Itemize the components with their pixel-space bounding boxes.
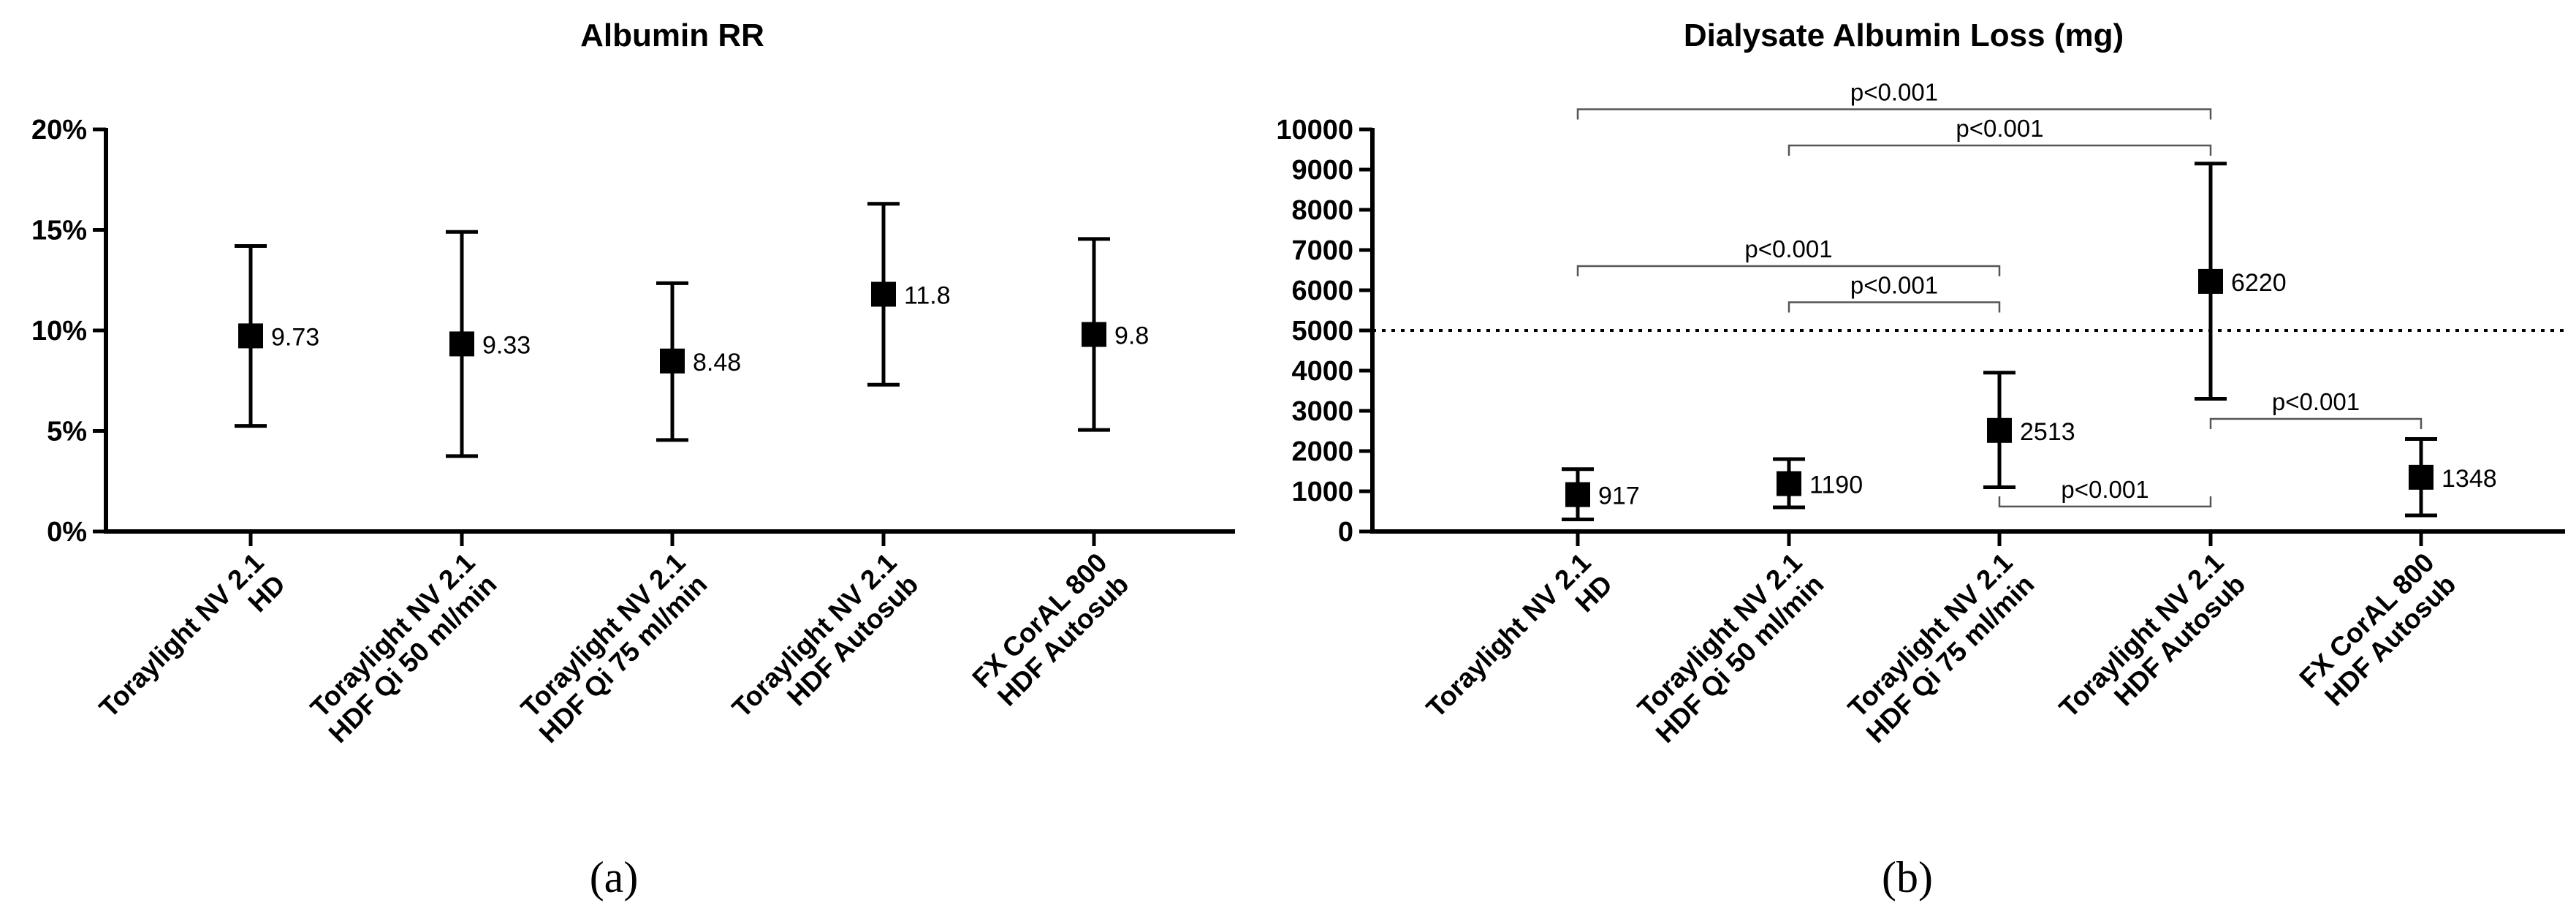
- y-tick-label: 5000: [1291, 316, 1353, 347]
- significance-bracket: [1576, 265, 2001, 276]
- data-value-label: 11.8: [904, 282, 951, 310]
- x-category-label: Toraylight NV 2.1HDF Qi 50 ml/min: [1628, 548, 1829, 749]
- p-value-label: p<0.001: [1850, 79, 1938, 106]
- significance-bracket: [1787, 301, 2001, 313]
- x-category-label: Toraylight NV 2.1HDF Qi 75 ml/min: [1839, 548, 2040, 749]
- y-tick-label: 20%: [31, 115, 87, 145]
- data-value-label: 9.73: [271, 323, 319, 351]
- marks-b: 917 1190 2513 6220 1348: [1562, 162, 2497, 521]
- x-category-label: Toraylight NV 2.1HD: [94, 548, 291, 745]
- y-tick-label: 2000: [1291, 436, 1353, 467]
- comparison-brackets-b: p<0.001 p<0.001 p<0.001 p<0.001 p<0.001 p<0.0…: [1576, 79, 2423, 508]
- panel-label-b: (b): [1882, 853, 1933, 901]
- significance-bracket: [1576, 108, 2212, 120]
- significance-bracket: [1998, 496, 2212, 508]
- data-value-label: 917: [1598, 482, 1640, 510]
- x-category-label: Toraylight NV 2.1HD: [1421, 548, 1618, 745]
- data-point-marker: [1777, 471, 1801, 496]
- significance-bracket: [1787, 144, 2212, 156]
- data-point-marker: [1987, 417, 2012, 443]
- x-category-label: Toraylight NV 2.1HDF Autosub: [2053, 548, 2251, 745]
- x-category-label: FX CorAL 800HDF Autosub: [2294, 548, 2462, 716]
- data-value-label: 9.8: [1114, 322, 1149, 350]
- data-value-label: 1348: [2442, 465, 2497, 493]
- data-point-marker: [2409, 464, 2433, 490]
- y-tick-label: 0%: [47, 517, 87, 548]
- y-tick-label: 10000: [1276, 115, 1353, 145]
- p-value-label: p<0.001: [1850, 272, 1938, 299]
- panel-a-albumin-rr: Albumin RR (a) 0% 5% 10% 15% 20% Toraylight N…: [31, 18, 1235, 901]
- y-tick-label: 5%: [47, 417, 87, 447]
- y-tick-label: 3000: [1291, 396, 1353, 427]
- data-value-label: 9.33: [482, 331, 531, 359]
- x-category-label: Toraylight NV 2.1HDF Autosub: [726, 548, 924, 745]
- axes-b: 0 1000 2000 3000 4000 5000 6000 7000 8000 9000 100…: [1276, 115, 2565, 749]
- data-value-label: 8.48: [693, 349, 741, 376]
- data-point-marker: [449, 331, 474, 357]
- marks-a: 9.73 9.33 8.48 11.8 9.8: [235, 202, 1149, 458]
- chart-title-albumin-loss: Dialysate Albumin Loss (mg): [1684, 18, 2124, 53]
- p-value-label: p<0.001: [2272, 388, 2360, 415]
- significance-bracket: [2209, 417, 2423, 429]
- x-category-label: Toraylight NV 2.1HDF Qi 50 ml/min: [301, 548, 502, 749]
- data-point-marker: [1565, 482, 1590, 507]
- y-tick-label: 15%: [31, 216, 87, 246]
- data-point-marker: [660, 348, 685, 374]
- y-tick-label: 4000: [1291, 356, 1353, 387]
- p-value-label: p<0.001: [1956, 115, 2043, 142]
- data-point-marker: [2198, 268, 2223, 294]
- p-value-label: p<0.001: [2061, 476, 2148, 503]
- data-point-marker: [871, 281, 896, 307]
- chart-title-albumin-rr: Albumin RR: [580, 18, 764, 53]
- panel-label-a: (a): [590, 853, 639, 901]
- y-tick-label: 0: [1338, 517, 1353, 548]
- y-tick-label: 6000: [1291, 276, 1353, 306]
- axes-a: 0%5%10%15%20%Toraylight NV 2.1HD Toraylig…: [31, 115, 1235, 749]
- panel-b-albumin-loss: Dialysate Albumin Loss (mg) (b) 0 1000 200…: [1276, 18, 2565, 901]
- data-value-label: 2513: [2020, 418, 2075, 446]
- p-value-label: p<0.001: [1744, 235, 1832, 262]
- y-tick-label: 8000: [1291, 195, 1353, 226]
- data-point-marker: [1082, 322, 1106, 347]
- y-tick-label: 7000: [1291, 235, 1353, 266]
- x-category-label: FX CorAL 800HDF Autosub: [967, 548, 1135, 716]
- y-tick-label: 10%: [31, 316, 87, 347]
- y-tick-label: 1000: [1291, 477, 1353, 507]
- y-tick-label: 9000: [1291, 155, 1353, 186]
- data-value-label: 1190: [1809, 472, 1863, 499]
- data-point-marker: [238, 323, 263, 349]
- x-category-label: Toraylight NV 2.1HDF Qi 75 ml/min: [512, 548, 713, 749]
- data-value-label: 6220: [2231, 269, 2287, 297]
